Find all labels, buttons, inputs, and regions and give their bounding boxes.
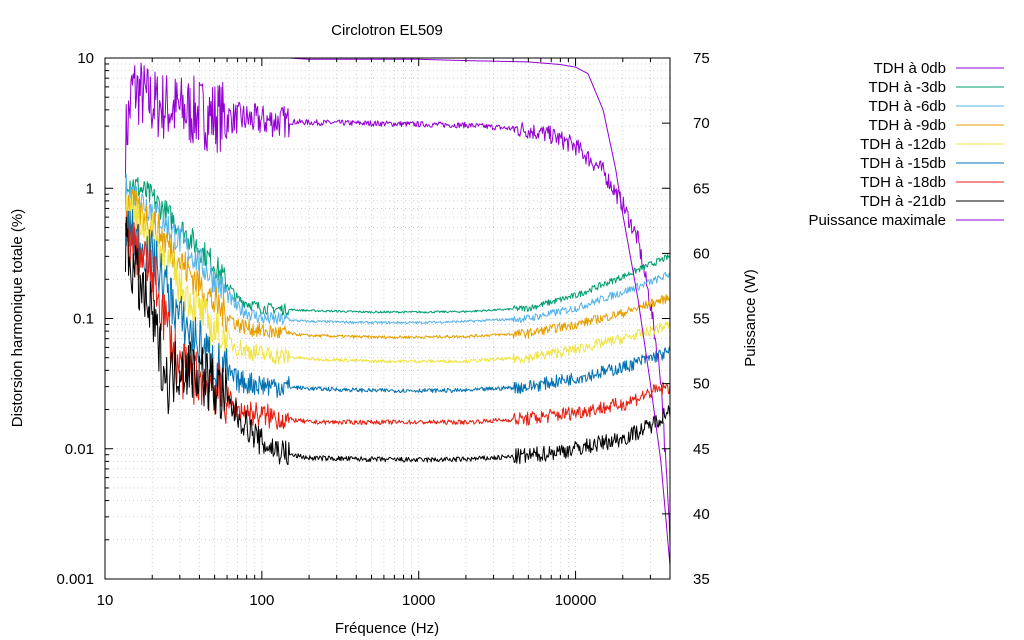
y-tick-label: 10 [77,50,94,67]
y2-tick-label: 45 [693,441,710,458]
chart-title: Circlotron EL509 [331,22,443,39]
legend-label: TDH à -15db [860,155,946,172]
y-axis-label: Distorsion harmonique totale (%) [9,209,26,427]
y-tick-label: 0.001 [56,571,94,588]
series-line-3 [124,189,671,340]
series-line-0 [124,62,671,544]
y2-tick-label: 60 [693,245,710,262]
y2-tick-label: 65 [693,180,710,197]
y-tick-label: 0.1 [73,311,94,328]
series-line-7 [124,216,671,466]
x-axis-label: Fréquence (Hz) [335,620,439,637]
legend-label: TDH à -21db [860,193,946,210]
x-tick-label: 10 [97,592,114,609]
y-tick-label: 1 [86,180,94,197]
x-tick-label: 1000 [402,592,435,609]
y2-tick-label: 55 [693,311,710,328]
series-line-4 [124,193,671,366]
legend: TDH à 0db TDH à -3db TDH à -6db TDH à -9db T… [808,60,1004,229]
legend-label: TDH à -12db [860,136,946,153]
legend-label: TDH à 0db [873,60,946,77]
y2-axis-label: Puissance (W) [742,269,759,367]
legend-label: TDH à -3db [868,79,946,96]
legend-label: TDH à -18db [860,174,946,191]
y-tick-label: 0.01 [65,441,94,458]
y2-tick-label: 50 [693,376,710,393]
series-line-6 [124,210,671,430]
series-line-1 [124,173,671,316]
legend-label: TDH à -6db [868,98,946,115]
y2-tick-label: 70 [693,115,710,132]
y2-tick-label: 75 [693,50,710,67]
x-tick-label: 10000 [555,592,597,609]
y2-tick-label: 35 [693,571,710,588]
tick-group: 10 100 1000 10000 10 1 0.1 0.01 0.001 75 70 65 60 55 5… [56,50,709,609]
legend-label: Puissance maximale [808,212,946,229]
y2-tick-label: 40 [693,506,710,523]
x-tick-label: 100 [249,592,274,609]
series-group [124,57,671,567]
legend-label: TDH à -9db [868,117,946,134]
